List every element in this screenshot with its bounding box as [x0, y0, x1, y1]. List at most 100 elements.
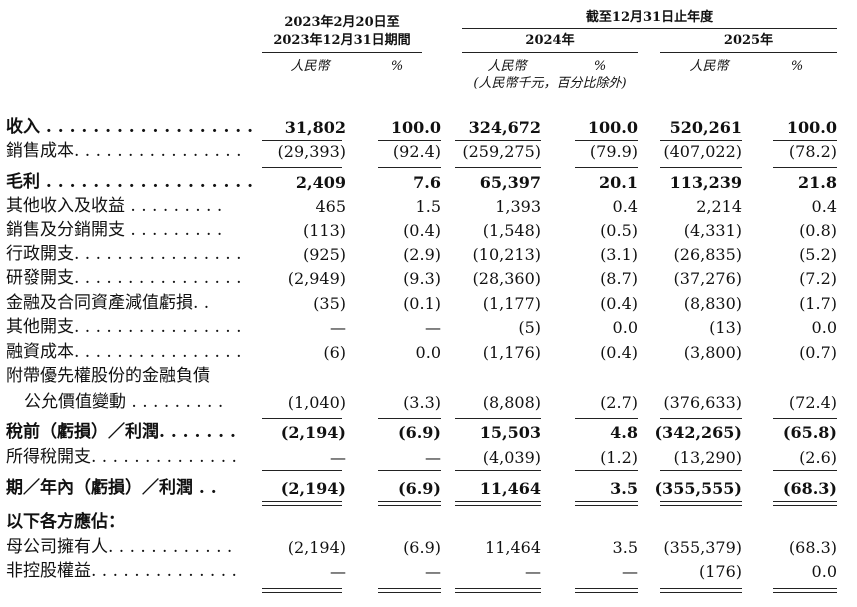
- row-label: 行政開支. . . . . . . . . . . . . . . .: [6, 244, 242, 264]
- header-rule-p1: [262, 52, 422, 53]
- percent-label-2025: %: [790, 59, 804, 74]
- row-value: 65,397: [479, 173, 541, 192]
- row-value: (0.5): [600, 221, 638, 240]
- row-value: (2,194): [280, 479, 346, 498]
- row-value: —: [425, 448, 441, 467]
- row-value: 100.0: [390, 118, 441, 137]
- row-value: (0.7): [799, 343, 837, 362]
- row-value: 113,239: [669, 173, 742, 192]
- row-label: 公允價值變動 . . . . . . . . .: [24, 392, 224, 412]
- total-double-rule: [455, 592, 541, 593]
- row-value: —: [425, 562, 441, 581]
- total-double-rule: [378, 588, 441, 589]
- row-value: (72.4): [788, 393, 837, 412]
- subtotal-rule: [660, 140, 742, 141]
- row-label: 稅前（虧損）／利潤. . . . . . .: [6, 422, 236, 442]
- total-double-rule: [773, 592, 837, 593]
- total-double-rule: [262, 501, 342, 502]
- subtotal-rule: [262, 167, 342, 168]
- subtotal-rule: [773, 418, 837, 419]
- period1-header-line1: 2023年2月20日至: [284, 15, 400, 30]
- row-value: (2,949): [287, 269, 346, 288]
- row-value: 2,214: [696, 197, 742, 216]
- row-value: (78.2): [788, 142, 837, 161]
- subtotal-rule: [455, 418, 541, 419]
- row-value: (9.3): [403, 269, 441, 288]
- total-double-rule: [773, 505, 837, 506]
- row-label: 非控股權益. . . . . . . . . . . . . .: [6, 561, 237, 581]
- row-value: 0.0: [415, 343, 441, 362]
- row-value: 3.5: [610, 479, 638, 498]
- row-value: 7.6: [413, 173, 441, 192]
- row-value: (1,548): [482, 221, 541, 240]
- total-double-rule: [378, 592, 441, 593]
- row-value: (3,800): [683, 343, 742, 362]
- row-label: 其他開支. . . . . . . . . . . . . . . .: [6, 317, 242, 337]
- total-double-rule: [575, 501, 638, 502]
- row-label: 銷售及分銷開支 . . . . . . . . .: [6, 220, 223, 240]
- row-value: (407,022): [663, 142, 742, 161]
- row-value: 21.8: [798, 173, 837, 192]
- row-label: 毛利 . . . . . . . . . . . . . . . . . .: [6, 172, 254, 192]
- total-double-rule: [575, 588, 638, 589]
- row-value: 0.4: [612, 197, 638, 216]
- row-value: (4,039): [482, 448, 541, 467]
- row-label: 研發開支. . . . . . . . . . . . . . . .: [6, 268, 242, 288]
- row-value: (28,360): [472, 269, 541, 288]
- subtotal-rule: [575, 167, 638, 168]
- currency-label-p1: 人民幣: [290, 59, 330, 74]
- row-value: (35): [313, 294, 346, 313]
- row-value: —: [330, 318, 346, 337]
- row-value: —: [330, 448, 346, 467]
- row-value: (355,379): [663, 538, 742, 557]
- row-value: (2.6): [799, 448, 837, 467]
- row-value: (8.7): [600, 269, 638, 288]
- subtotal-rule: [773, 167, 837, 168]
- subtotal-rule: [773, 470, 837, 471]
- total-double-rule: [262, 505, 342, 506]
- total-double-rule: [660, 592, 742, 593]
- year-end-group-header: 截至12月31日止年度: [585, 10, 714, 25]
- row-value: (92.4): [392, 142, 441, 161]
- row-value: (0.4): [403, 221, 441, 240]
- row-value: (68.3): [788, 538, 837, 557]
- row-label: 附帶優先權股份的金融負債: [6, 366, 210, 386]
- currency-label-2024: 人民幣: [487, 59, 527, 74]
- row-value: (376,633): [663, 393, 742, 412]
- row-value: 0.0: [811, 562, 837, 581]
- subtotal-rule: [575, 418, 638, 419]
- subtotal-rule: [455, 470, 541, 471]
- row-value: (6.9): [398, 479, 441, 498]
- row-value: 11,464: [479, 479, 541, 498]
- row-value: (925): [302, 245, 346, 264]
- total-double-rule: [455, 588, 541, 589]
- row-value: (7.2): [799, 269, 837, 288]
- row-value: 3.5: [612, 538, 638, 557]
- subtotal-rule: [262, 418, 342, 419]
- row-value: (4,331): [683, 221, 742, 240]
- total-double-rule: [773, 501, 837, 502]
- row-value: (2,194): [287, 538, 346, 557]
- total-double-rule: [455, 505, 541, 506]
- subtotal-rule: [378, 418, 441, 419]
- row-value: (113): [302, 221, 346, 240]
- row-value: —: [330, 562, 346, 581]
- row-value: (8,830): [683, 294, 742, 313]
- row-value: (176): [698, 562, 742, 581]
- subtotal-rule: [575, 470, 638, 471]
- row-label: 收入 . . . . . . . . . . . . . . . . . .: [6, 117, 254, 137]
- row-value: 100.0: [786, 118, 837, 137]
- row-value: 0.0: [811, 318, 837, 337]
- row-value: 520,261: [669, 118, 742, 137]
- row-value: (13,290): [673, 448, 742, 467]
- row-label: 母公司擁有人. . . . . . . . . . . .: [6, 537, 233, 557]
- row-value: 100.0: [587, 118, 638, 137]
- total-double-rule: [660, 588, 742, 589]
- row-value: (1,040): [287, 393, 346, 412]
- row-value: (342,265): [654, 423, 742, 442]
- row-label: 金融及合同資產減值虧損. .: [6, 293, 210, 313]
- header-rule-2025: [660, 52, 837, 53]
- row-value: —: [425, 318, 441, 337]
- row-value: 324,672: [468, 118, 541, 137]
- row-value: (3.1): [600, 245, 638, 264]
